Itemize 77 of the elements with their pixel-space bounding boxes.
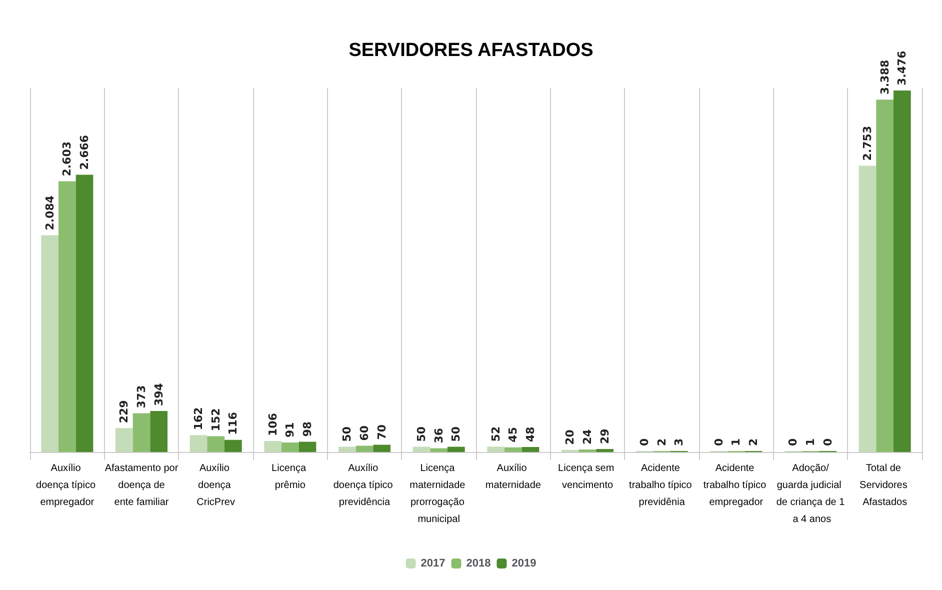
x-tick-label: Licença sem vencimento [558,463,617,491]
data-label: 394 [152,382,166,406]
data-label: 0 [712,438,726,446]
legend-label: 2019 [512,558,536,570]
x-tick-label: Total de Servidores Afastados [860,463,910,508]
bar [448,446,465,452]
x-tick-label: Adoção/guarda judicial de criança de 1 a 4 anos [776,463,846,525]
x-tick-label: Acidente trabalho típico previdênia [629,463,695,508]
data-label: 2.084 [43,195,56,230]
bar [373,444,391,452]
bar [281,442,299,452]
data-label: 50 [450,426,463,442]
data-label: 0 [638,438,651,446]
bar [115,428,133,452]
data-label: 1 [730,438,743,446]
bar [858,166,876,452]
data-label: 0 [786,438,800,446]
data-label: 50 [340,426,354,442]
data-label: 2 [655,438,668,446]
data-label: 373 [135,385,148,408]
data-label: 3 [672,438,686,446]
data-label: 2 [747,438,760,446]
data-label: 20 [564,429,577,445]
x-tick-label: Auxílio maternidade [485,463,542,491]
bar [224,440,242,452]
bar [894,90,911,452]
data-label: 229 [118,400,131,424]
data-label: 98 [301,421,314,437]
data-label: 0 [821,438,834,446]
x-tick-label: Auxílio doença CricPrev [196,463,236,508]
data-label: 3.388 [878,60,892,95]
data-label: 2.666 [78,134,92,170]
legend-label: 2017 [420,558,446,570]
data-label: 52 [489,426,502,442]
data-label: 1 [804,438,817,446]
bar [190,435,208,452]
bar [504,447,522,452]
data-label: 29 [598,428,612,444]
bar [412,446,430,452]
bar [41,235,58,452]
x-tick-label: Auxílio doença típico previdência [333,463,396,508]
data-label: 91 [284,422,297,438]
data-label: 2.603 [60,141,74,176]
x-tick-label: Licença maternidade prorrogação municipal [410,463,468,525]
bar [596,448,614,452]
data-label: 2.753 [860,126,874,161]
data-label: 152 [209,408,222,432]
data-label: 106 [266,412,280,436]
bar [207,436,225,452]
data-label: 50 [414,426,428,442]
legend-label: 2018 [466,558,491,570]
bar [150,411,168,452]
bar [522,447,540,452]
bar [356,446,374,452]
bar [487,446,504,452]
data-label: 70 [375,424,388,440]
bar [58,181,76,452]
data-label: 36 [432,428,446,444]
chart-title: SERVIDORES AFASTADOS [348,40,594,61]
data-label: 162 [192,407,205,430]
x-tick-label: Auxílio doença típico empregador [36,463,98,508]
data-label: 45 [506,427,520,442]
data-label: 116 [226,412,240,435]
bar [132,413,150,452]
x-tick-label: Licença prêmio [272,463,309,491]
bar [76,174,94,452]
x-tick-label: Acidente trabalho típico empregador [703,463,769,508]
data-label: 24 [581,428,594,445]
bar [876,100,894,452]
x-tick-label: Afastamento por doença de ente familiar [104,463,179,508]
bar [264,440,282,452]
bar [338,446,356,452]
data-label: 3.476 [896,50,909,86]
data-label: 60 [358,425,371,441]
bar [430,448,448,452]
data-label: 48 [524,426,538,442]
bar [298,442,316,452]
